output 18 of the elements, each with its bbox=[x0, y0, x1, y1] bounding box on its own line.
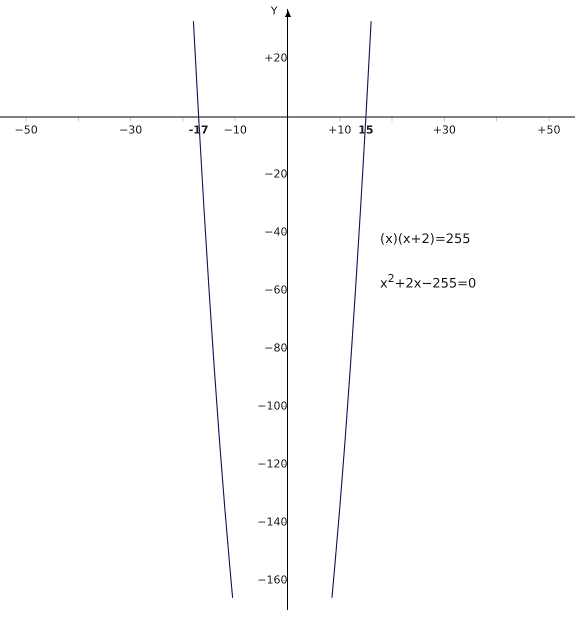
x-tick-label: +30 bbox=[432, 123, 456, 136]
y-tick-label: −100 bbox=[257, 399, 288, 412]
y-tick-label: −140 bbox=[257, 515, 288, 528]
y-tick-label: −80 bbox=[264, 341, 288, 354]
y-axis-title: Y bbox=[270, 4, 278, 18]
annotation: x$^{2}$+2x−255=0 bbox=[380, 272, 476, 292]
y-tick-label: −20 bbox=[264, 168, 288, 181]
y-tick-label: +20 bbox=[264, 52, 288, 65]
x-tick-label: −50 bbox=[14, 123, 38, 136]
annotation: (x)(x+2)=255 bbox=[380, 232, 471, 247]
y-tick-label: −120 bbox=[257, 457, 288, 470]
y-tick-label: −160 bbox=[257, 573, 288, 586]
y-tick-label: −60 bbox=[264, 284, 288, 297]
x-tick-label: +10 bbox=[328, 123, 352, 136]
x-tick-label: −10 bbox=[224, 123, 247, 136]
x-tick-label: −30 bbox=[119, 123, 142, 136]
x-tick-label: +50 bbox=[537, 123, 560, 136]
y-tick-label: −40 bbox=[264, 226, 288, 239]
